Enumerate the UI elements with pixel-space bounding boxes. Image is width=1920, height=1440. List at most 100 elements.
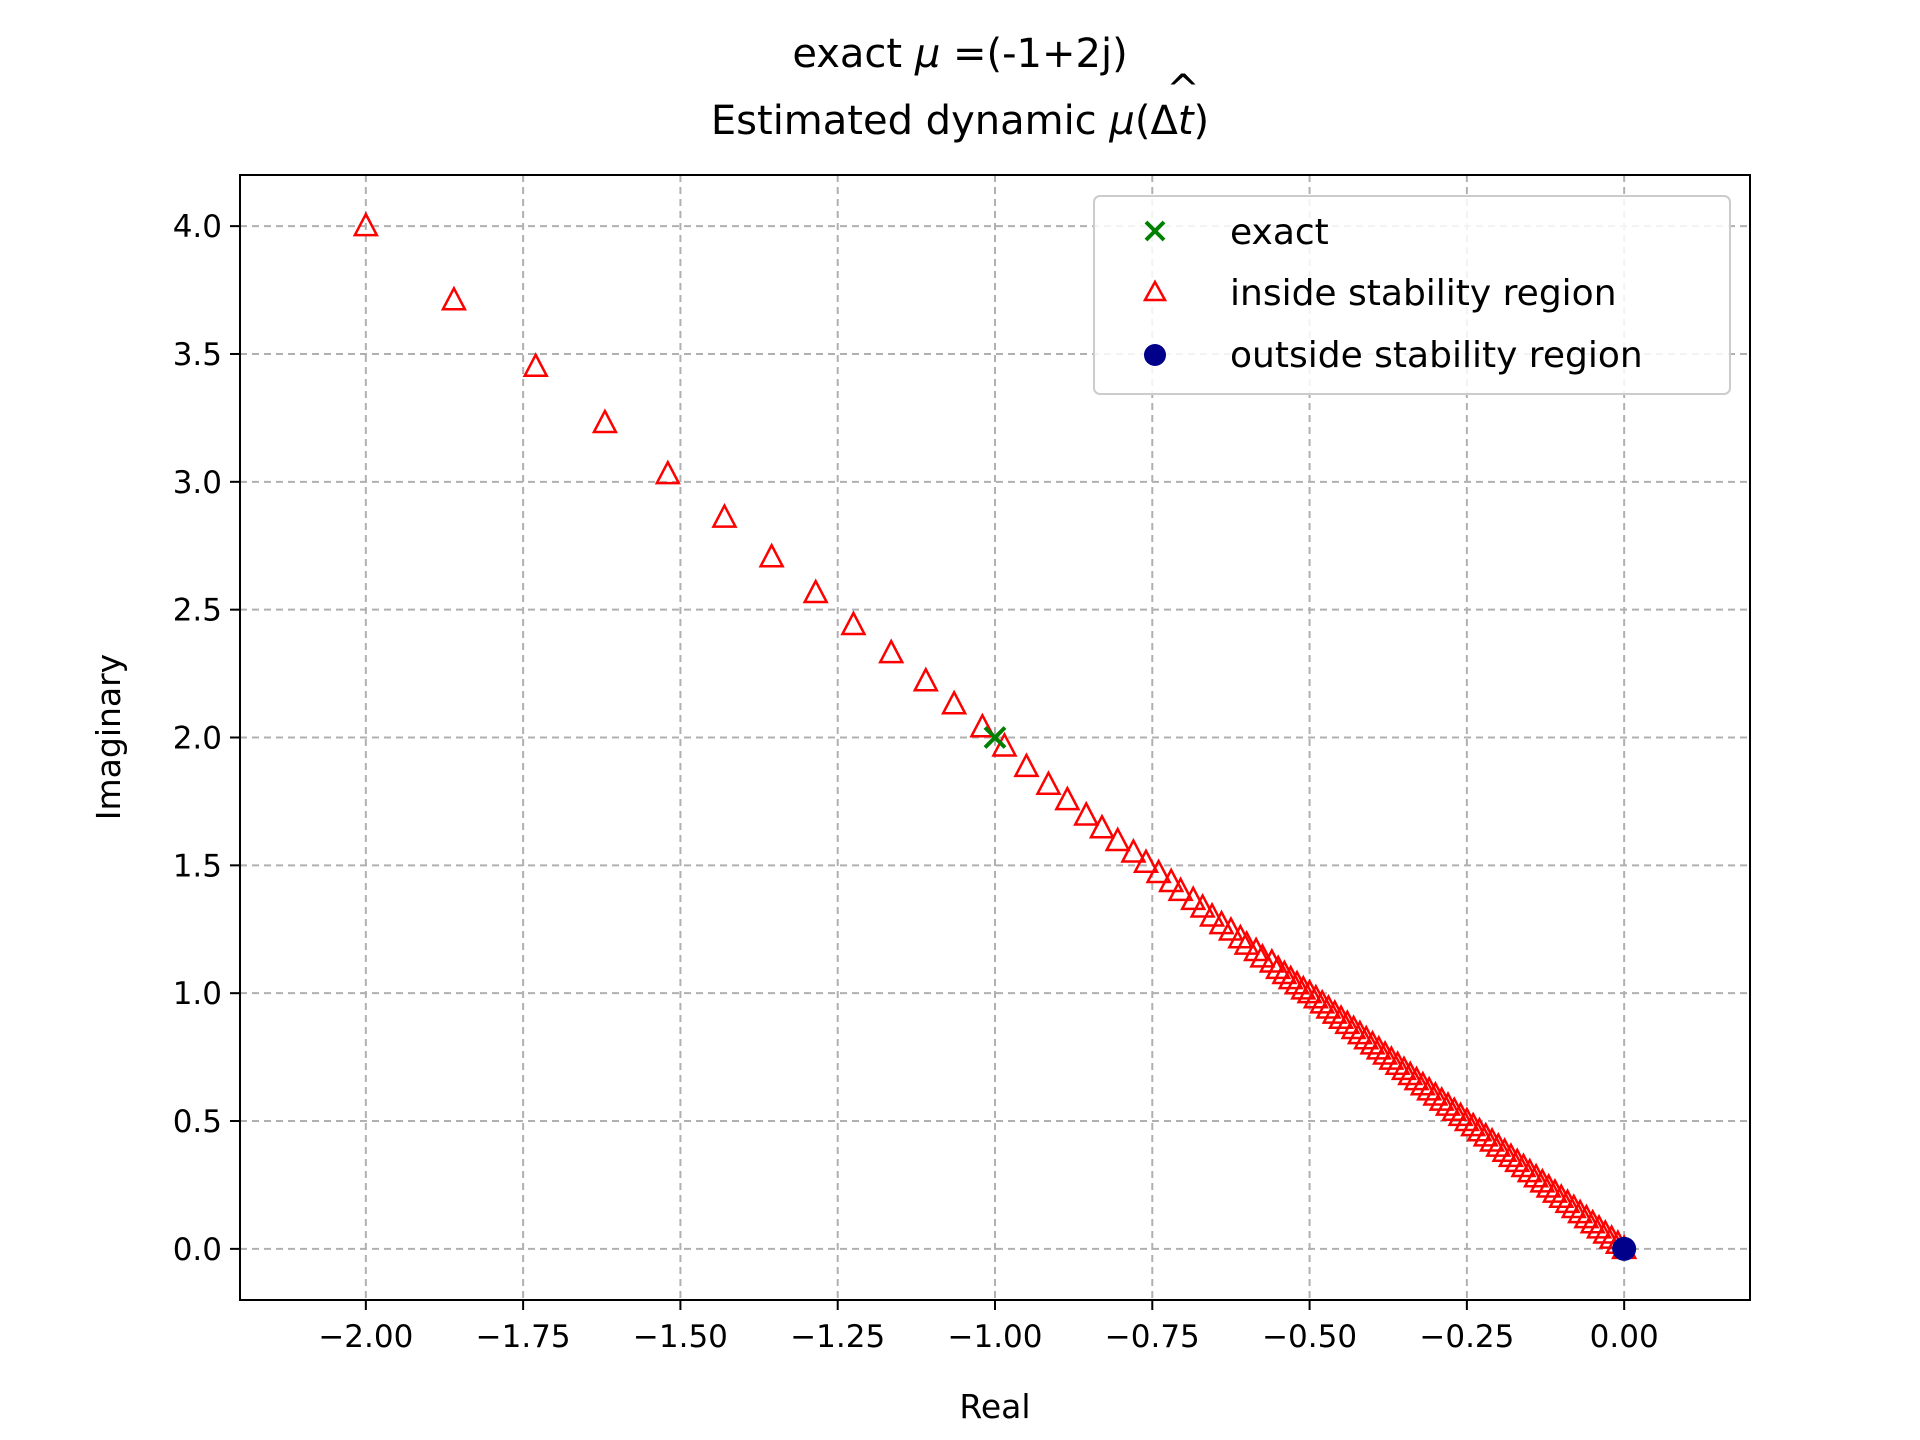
inside-stability-point: [1167, 876, 1194, 902]
inside-stability-point: [1283, 969, 1311, 995]
inside-stability-point: [1573, 1203, 1600, 1229]
inside-stability-point: [1478, 1126, 1506, 1152]
inside-stability-point: [878, 638, 905, 664]
inside-stability-point: [1560, 1193, 1587, 1219]
inside-stability-point: [1189, 892, 1216, 918]
inside-stability-point: [1277, 964, 1304, 990]
legend-label-outside: outside stability region: [1230, 335, 1643, 376]
inside-stability-point: [1315, 993, 1342, 1019]
x-tick-label: −0.75: [1105, 1319, 1200, 1355]
x-tick-label: −0.25: [1419, 1319, 1514, 1355]
y-tick-label: 0.5: [173, 1104, 222, 1140]
inside-stability-point: [522, 352, 549, 378]
inside-stability-point: [1180, 885, 1207, 911]
inside-stability-point: [1334, 1009, 1361, 1035]
inside-stability-point: [1510, 1152, 1537, 1178]
axis-ticks: −2.00 −1.75 −1.50 −1.25 −1.00 −0.75 −0.50 −0.25…: [173, 209, 1659, 1355]
outside-stability-point: [1612, 1236, 1637, 1261]
y-axis-label: Imaginary: [89, 654, 128, 820]
inside-stability-point: [941, 689, 968, 715]
inside-stability-point: [758, 542, 785, 568]
y-tick-label: 1.5: [173, 848, 222, 884]
y-tick-label: 2.0: [173, 721, 222, 757]
inside-stability-point: [1359, 1029, 1386, 1055]
inside-stability-point: [1353, 1024, 1380, 1050]
title-line2-paren-close: ): [1194, 98, 1210, 144]
inside-stability-point: [1271, 959, 1298, 985]
inside-stability-point: [1504, 1147, 1531, 1173]
inside-stability-point: [1217, 915, 1245, 941]
inside-stability-point: [1290, 974, 1317, 1000]
y-tick-label: 0.0: [173, 1232, 222, 1268]
inside-stability-point: [1296, 978, 1323, 1004]
legend: exact inside stability region outside st…: [1093, 195, 1731, 395]
inside-stability-point: [1088, 813, 1116, 839]
inside-stability-point: [1120, 837, 1147, 863]
inside-stability-point: [1485, 1131, 1512, 1157]
inside-stability-point: [1054, 785, 1081, 811]
inside-stability-point: [1491, 1137, 1518, 1162]
inside-stability-point: [1397, 1060, 1424, 1086]
legend-exact-icon: [1144, 220, 1166, 242]
inside-stability-point: [1472, 1121, 1499, 1147]
inside-stability-point: [840, 610, 867, 636]
inside-stability-point: [654, 459, 681, 485]
x-axis-label: Real: [959, 1387, 1030, 1426]
inside-stability-point: [1541, 1177, 1569, 1203]
inside-stability-point: [1384, 1050, 1411, 1076]
inside-stability-point: [1422, 1080, 1449, 1106]
inside-stability-point: [1434, 1090, 1462, 1116]
inside-stability-point: [1340, 1014, 1367, 1040]
inside-stability-point: [352, 211, 379, 237]
title-line2-paren-open: (Δ: [1135, 98, 1179, 144]
inside-stability-point: [1309, 988, 1336, 1014]
inside-stability-point: [1346, 1019, 1373, 1045]
inside-stability-point: [991, 731, 1018, 757]
legend-circle-icon: [1144, 344, 1166, 366]
x-tick-label: 0.00: [1590, 1319, 1659, 1355]
inside-stability-point: [1460, 1111, 1487, 1137]
inside-stability-point: [1447, 1101, 1474, 1127]
inside-stability-point: [1441, 1096, 1468, 1122]
chart-title-line2: Estimated dynamic μ(Δt): [711, 98, 1209, 144]
title-line2-symbol: μ: [1108, 98, 1134, 144]
inside-stability-point: [969, 712, 996, 738]
inside-stability-point: [1390, 1055, 1418, 1081]
y-tick-label: 3.0: [173, 465, 222, 501]
y-tick-label: 3.5: [173, 337, 222, 373]
x-tick-label: −1.00: [948, 1319, 1043, 1355]
inside-stability-point: [802, 578, 829, 604]
inside-stability-point: [1145, 858, 1172, 884]
title-line1-symbol: μ: [914, 31, 940, 77]
title-line2-prefix: Estimated dynamic: [711, 98, 1110, 144]
legend-triangle-icon: [1142, 279, 1168, 302]
title-line1-suffix: =(-1+2j): [940, 31, 1127, 77]
inside-stability-point: [1585, 1213, 1613, 1239]
legend-label-inside: inside stability region: [1230, 273, 1617, 314]
x-tick-label: −1.25: [790, 1319, 885, 1355]
inside-stability-point: [1372, 1039, 1399, 1065]
inside-stability-point: [1516, 1157, 1543, 1183]
y-tick-label: 4.0: [173, 209, 222, 245]
inside-stability-point: [1073, 800, 1100, 826]
inside-stability-point: [1365, 1034, 1392, 1060]
x-tick-label: −1.50: [633, 1319, 728, 1355]
inside-stability-point: [1302, 983, 1329, 1009]
inside-stability-point: [1158, 867, 1185, 893]
legend-box: [1093, 195, 1731, 395]
inside-stability-point: [1579, 1208, 1606, 1234]
inside-stability-point: [1416, 1075, 1443, 1101]
title-line1-prefix: exact: [792, 31, 914, 77]
inside-stability-point: [1327, 1004, 1355, 1029]
inside-stability-point: [1132, 848, 1160, 874]
x-tick-label: −0.50: [1262, 1319, 1357, 1355]
inside-stability-point: [1554, 1188, 1581, 1214]
inside-stability-point: [1535, 1172, 1562, 1198]
inside-stability-point: [1466, 1116, 1493, 1142]
inside-stability-point: [1104, 826, 1131, 852]
y-tick-label: 1.0: [173, 976, 222, 1012]
x-tick-label: −2.00: [318, 1319, 413, 1355]
inside-stability-point: [1523, 1162, 1550, 1188]
exact-point-stroke: [983, 726, 1007, 749]
